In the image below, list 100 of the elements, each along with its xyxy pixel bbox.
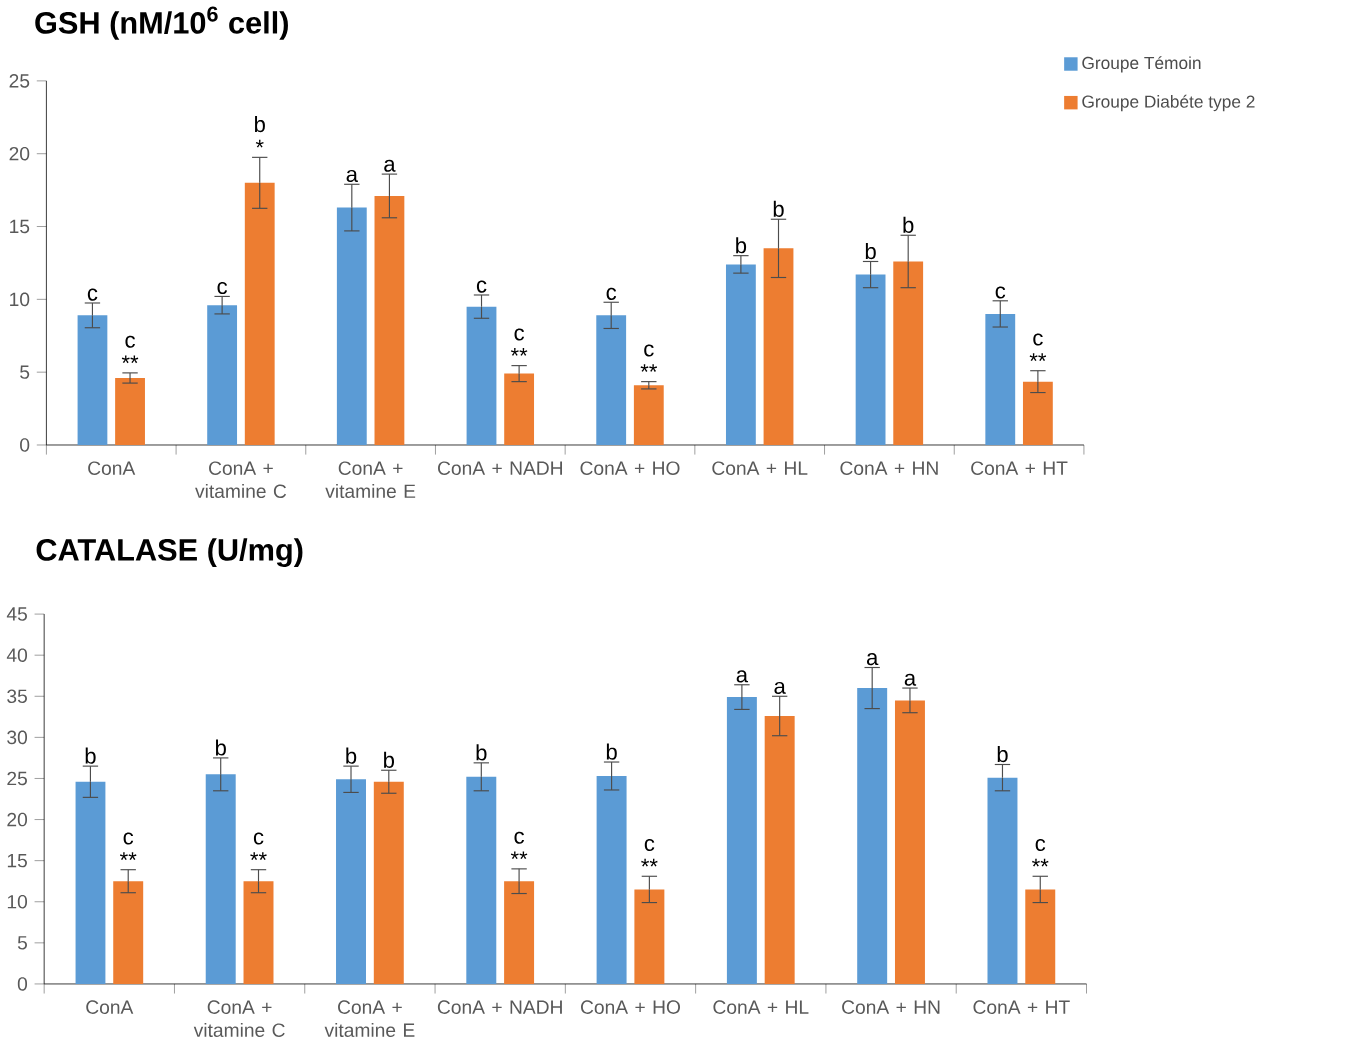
- y-tick-label: 5: [17, 936, 27, 950]
- y-tick-label: 40: [6, 648, 28, 662]
- x-tick-label: ConA + HO: [580, 461, 680, 475]
- x-tick-label: ConA + HT: [973, 1000, 1070, 1014]
- bar: [764, 715, 795, 984]
- data-label: c **: [250, 832, 267, 860]
- x-tick-label: ConA + HN: [842, 1000, 940, 1014]
- bar: [504, 373, 535, 445]
- bar: [75, 781, 106, 984]
- bar: [77, 315, 108, 445]
- data-label: b: [606, 743, 617, 760]
- data-label: b: [997, 745, 1008, 763]
- y-tick-label: 45: [6, 607, 27, 621]
- chart-title: GSH (nM/10$^{6}$ cell): [35, 6, 288, 40]
- data-label: c: [217, 281, 228, 295]
- y-tick-label: 25: [7, 771, 27, 786]
- bar: [855, 274, 886, 445]
- bar: [466, 776, 497, 984]
- bar: [207, 305, 238, 445]
- y-tick-label: 25: [9, 74, 30, 88]
- y-tick-label: 15: [7, 853, 27, 868]
- x-tick-label: ConA + vitamine C: [193, 1000, 285, 1037]
- data-label: b *: [255, 115, 265, 148]
- x-tick-label: ConA + HL: [712, 461, 808, 475]
- x-tick-label: ConA: [88, 461, 136, 475]
- data-label: b: [903, 216, 914, 233]
- y-tick-label: 15: [10, 219, 30, 234]
- y-tick-label: 20: [7, 812, 28, 827]
- data-label: b: [476, 744, 487, 761]
- x-tick-label: ConA + HO: [580, 1000, 681, 1014]
- data-label: c: [476, 280, 487, 293]
- data-label: b: [215, 739, 226, 756]
- bar: [374, 195, 405, 445]
- bar: [466, 306, 497, 445]
- y-tick-label: 5: [20, 365, 30, 379]
- data-label: b: [773, 200, 784, 217]
- x-tick-label: ConA + HL: [713, 1000, 809, 1014]
- y-tick-label: 0: [20, 438, 30, 452]
- bar: [726, 697, 757, 984]
- y-tick-label: 0: [17, 977, 28, 991]
- bar: [1022, 381, 1053, 445]
- data-label: c **: [1032, 838, 1049, 867]
- x-tick-label: ConA + HT: [971, 461, 1068, 475]
- data-label: c: [87, 288, 98, 301]
- data-label: c **: [119, 832, 137, 860]
- data-label: a: [866, 653, 879, 666]
- bar: [243, 881, 274, 984]
- data-label: b: [85, 747, 96, 764]
- bar: [857, 687, 888, 984]
- data-label: c **: [510, 328, 528, 356]
- x-tick-label: ConA + vitamine E: [325, 461, 416, 498]
- bar: [634, 889, 665, 984]
- bar: [336, 779, 366, 984]
- bar: [504, 881, 535, 984]
- bar: [115, 377, 145, 445]
- x-tick-label: ConA + NADH: [437, 1000, 562, 1014]
- y-tick-label: 10: [7, 894, 28, 909]
- data-label: b: [736, 237, 747, 254]
- x-tick-label: ConA + HN: [840, 461, 938, 475]
- legend-label: Groupe Témoin: [1082, 56, 1201, 73]
- x-tick-label: ConA + vitamine C: [195, 461, 287, 498]
- data-label: a: [384, 159, 396, 172]
- bar: [596, 315, 627, 445]
- bar: [244, 182, 275, 445]
- x-tick-label: ConA: [86, 1000, 134, 1014]
- data-label: c: [995, 286, 1006, 299]
- data-label: c **: [641, 838, 658, 867]
- bar: [373, 781, 404, 984]
- x-tick-label: ConA + vitamine E: [324, 1000, 415, 1037]
- data-label: b: [384, 751, 395, 768]
- y-tick-label: 10: [10, 292, 30, 307]
- bar: [987, 777, 1018, 984]
- data-label: c **: [510, 831, 528, 860]
- data-label: a: [736, 670, 749, 683]
- bar: [596, 775, 627, 984]
- data-label: a: [346, 169, 358, 182]
- data-label: a: [904, 673, 917, 686]
- data-label: c **: [1029, 333, 1047, 361]
- bar: [336, 207, 367, 445]
- chart-title: CATALASE (U/mg): [36, 538, 303, 567]
- data-label: c **: [121, 335, 139, 364]
- x-tick-label: ConA + NADH: [438, 461, 562, 475]
- bar: [633, 385, 664, 445]
- bar: [894, 700, 925, 984]
- bar: [763, 248, 794, 445]
- bar: [893, 261, 924, 445]
- data-label: c **: [640, 344, 658, 372]
- data-label: c: [606, 287, 617, 300]
- y-tick-label: 30: [7, 730, 28, 745]
- legend-label: Groupe Diabéte type 2: [1082, 94, 1255, 112]
- bar: [113, 881, 144, 984]
- bar: [1025, 889, 1056, 984]
- data-label: b: [865, 242, 876, 260]
- y-tick-label: 35: [7, 689, 27, 703]
- bar: [725, 264, 756, 445]
- bar: [205, 774, 236, 984]
- y-tick-label: 20: [9, 146, 30, 161]
- data-label: b: [346, 747, 357, 764]
- bar: [985, 313, 1016, 445]
- data-label: a: [774, 681, 786, 694]
